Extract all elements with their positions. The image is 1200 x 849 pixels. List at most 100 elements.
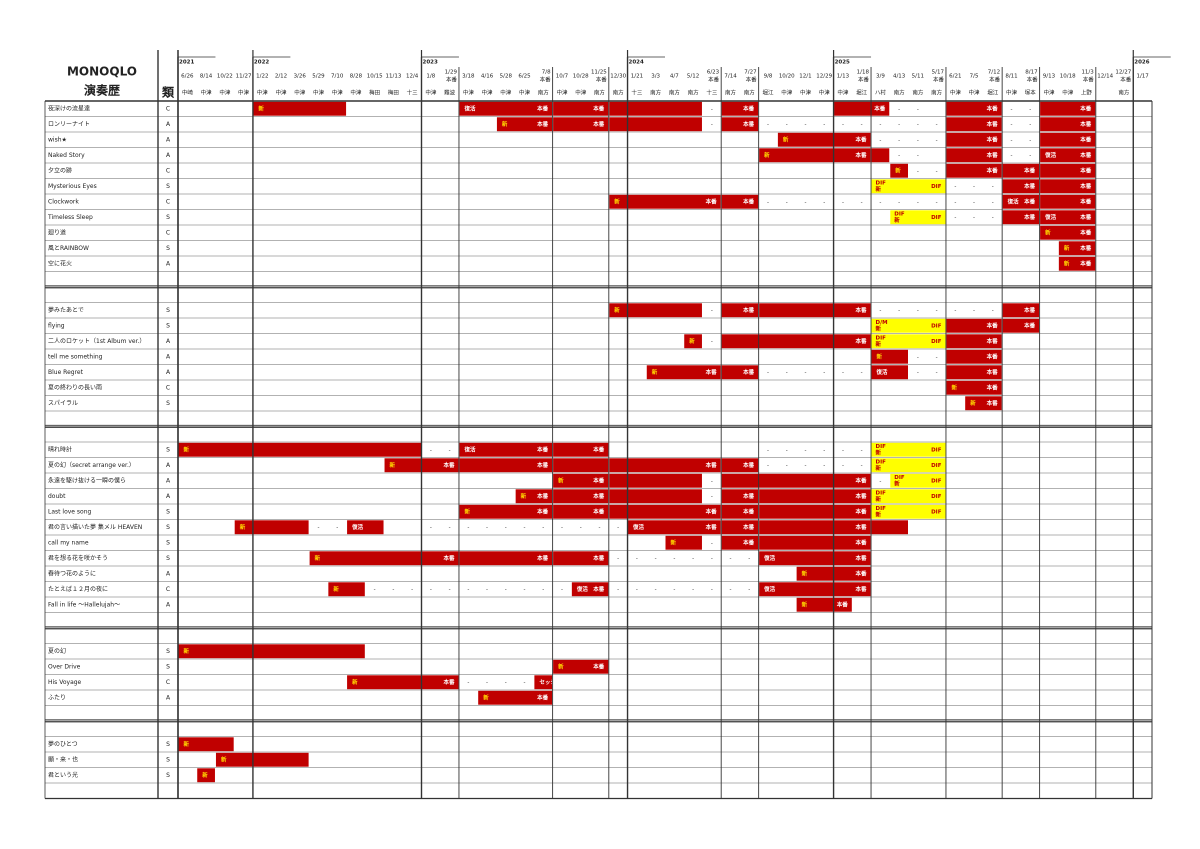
dash: - [1029,106,1031,112]
span-end-label: 本番 [987,383,999,391]
dash: - [598,525,600,531]
dash: - [879,308,881,314]
performance-span [1040,194,1096,209]
dash: - [917,370,919,376]
date-label: 3/9 [876,74,885,80]
dash: - [936,354,938,360]
span-end-label: 本番 [706,368,718,376]
performance-span [1040,210,1096,225]
song-class: S [166,524,170,531]
dash: - [542,587,544,593]
dash: - [879,199,881,205]
song-class: A [166,260,171,267]
dash: - [617,525,619,531]
song-name: 君を想る花を咲かそう [48,554,108,562]
dash: - [430,587,432,593]
song-name: Naked Story [48,152,85,159]
venue-label: 塚本 [1025,89,1037,97]
performance-span [553,659,609,674]
song-class: A [166,121,171,128]
dash: - [879,478,881,484]
span-start-label: 新 [240,523,246,531]
song-class: A [166,152,171,159]
dash: - [842,122,844,128]
span-start-label: 新 [184,740,190,748]
span-start-label: 復活 [351,523,364,531]
date-label: 5/11 [912,74,924,80]
span-end-label: 本番 [1080,104,1092,112]
date-label: 10/18 [1060,74,1076,80]
performance-span [965,396,1002,411]
year-label: 2025 [835,60,850,66]
dash: - [730,556,732,562]
dash: - [823,463,825,469]
date-note: 本番 [708,76,720,84]
performance-span [946,163,1002,178]
span-start-label: 新 [895,166,901,174]
span-end-label: 本番 [1024,197,1036,205]
span-end-label: 本番 [537,507,549,515]
date-label: 1/17 [1136,74,1149,80]
span-end-label: 本番 [856,306,868,314]
performance-span [1040,225,1096,240]
dash: - [655,587,657,593]
dash: - [542,525,544,531]
span-end-label: 本番 [537,120,549,128]
performance-span [609,194,721,209]
dash: - [936,137,938,143]
dash: - [992,215,994,221]
performance-span [628,520,721,535]
venue-label: 中津 [219,89,231,97]
performance-span [890,163,908,178]
span-end-label: 本番 [987,120,999,128]
performance-span [890,210,946,225]
song-class: A [166,462,171,469]
song-class: S [166,183,170,190]
dash: - [936,122,938,128]
span-start-label: DIF [876,444,887,450]
span-end-label: 本番 [743,538,755,546]
dash: - [430,525,432,531]
span-end-label: DIF [931,509,942,515]
dash: - [936,199,938,205]
performance-span [1002,179,1040,194]
song-class: S [166,446,170,453]
dash: - [449,447,451,453]
dash: - [636,587,638,593]
performance-span [1040,148,1096,163]
venue-label: 南方 [538,89,550,97]
span-end-label: 本番 [1080,135,1092,143]
song-class: A [166,694,171,701]
span-start-label: D/M [876,320,888,326]
performance-span [553,117,609,132]
span-end-label: 本番 [743,507,755,515]
venue-label: 南方 [931,89,943,97]
dash: - [467,587,469,593]
span-end-label: 本番 [837,600,849,608]
span-end-label: 本番 [987,135,999,143]
date-label: 11/3 [1081,70,1094,76]
dash: - [842,463,844,469]
dash: - [954,199,956,205]
dash: - [973,308,975,314]
venue-label: 中津 [950,89,962,97]
span-start-label: 復活 [1044,213,1057,221]
span-start-sub: 新 [876,449,882,457]
date-note: 本番 [746,76,758,84]
span-end-label: 本番 [593,554,605,562]
dash: - [898,122,900,128]
song-name: 夜深けの流星達 [48,104,90,112]
song-name: 君という光 [48,771,78,779]
performance-span [721,117,759,132]
dash: - [486,587,488,593]
dash: - [823,447,825,453]
dash: - [767,463,769,469]
performance-span [234,520,309,535]
span-end-label: 本番 [537,554,549,562]
dash: - [804,463,806,469]
performance-span [1058,256,1096,271]
performance-span [721,535,759,550]
span-end-label: 本番 [593,492,605,500]
span-start-label: 新 [689,337,695,345]
date-note: 本番 [1083,76,1095,84]
